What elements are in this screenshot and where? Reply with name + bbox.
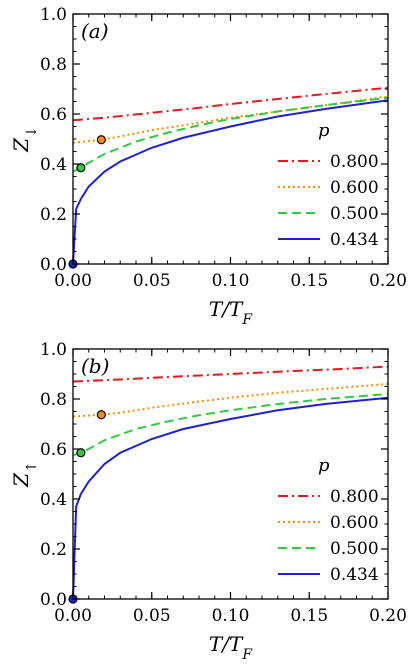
x-tick-label: 0.00 (54, 271, 92, 291)
x-tick-label: 0.00 (54, 606, 92, 626)
series-line-0.800 (72, 86, 389, 122)
x-tick-label: 0.20 (369, 606, 407, 626)
chart-panel-a: 0.00 0.05 0.10 0.15 0.20 0.0 0.2 0.4 0.6 0.8 1.0 (a… (9, 5, 407, 328)
legend: p0.800 0.600 0.500 0.434 (278, 455, 379, 585)
x-tick-label: 0.05 (133, 606, 171, 626)
x-axis-label: T/TF (209, 632, 253, 663)
y-tick-label: 0.8 (40, 390, 67, 410)
legend-title: p (318, 455, 330, 476)
x-tick-label: 0.15 (290, 271, 328, 291)
legend-label-0.800: 0.800 (330, 487, 379, 507)
y-tick-label: 0.2 (40, 540, 67, 560)
legend-label-0.600: 0.600 (330, 513, 379, 533)
panel-label: (b) (81, 354, 109, 378)
chart-panel-b: 0.00 0.05 0.10 0.15 0.20 0.0 0.2 0.4 0.6 0.8 1.0 (b… (9, 340, 407, 663)
legend-title: p (318, 120, 330, 141)
series-line-0.600 (72, 383, 389, 418)
axes-frame (72, 348, 389, 600)
legend: p0.800 0.600 0.500 0.434 (278, 120, 379, 250)
y-tick-label: 1.0 (40, 340, 67, 360)
x-tick-label: 0.10 (212, 271, 250, 291)
x-tick-label: 0.20 (369, 271, 407, 291)
x-tick-label: 0.05 (133, 271, 171, 291)
x-tick-label: 0.15 (290, 606, 328, 626)
series-line-0.800 (72, 365, 389, 383)
y-tick-label: 0.4 (40, 490, 67, 510)
y-axis-label: Z↓ (9, 126, 40, 153)
series-line-0.434 (72, 99, 389, 265)
y-tick-label: 0.0 (40, 255, 67, 275)
y-tick-label: 0.4 (40, 155, 67, 175)
y-tick-label: 0.8 (40, 55, 67, 75)
series-marker-0.600 (96, 410, 106, 420)
series-line-0.500 (72, 393, 389, 457)
legend-label-0.500: 0.500 (330, 539, 379, 559)
x-tick-label: 0.10 (212, 606, 250, 626)
legend-label-0.500: 0.500 (330, 204, 379, 224)
legend-label-0.800: 0.800 (330, 152, 379, 172)
legend-label-0.434: 0.434 (330, 565, 379, 585)
series-marker-0.500 (76, 163, 86, 173)
y-tick-label: 0.6 (40, 440, 67, 460)
y-tick-label: 0.6 (40, 105, 67, 125)
legend-label-0.600: 0.600 (330, 178, 379, 198)
axes-frame (72, 13, 389, 265)
panel-label: (a) (81, 19, 109, 43)
series-marker-0.600 (96, 135, 106, 145)
series-line-0.500 (72, 96, 389, 173)
series-line-0.600 (72, 95, 389, 144)
series-marker-0.500 (76, 448, 86, 458)
y-tick-label: 0.2 (40, 205, 67, 225)
y-tick-label: 1.0 (40, 5, 67, 25)
x-axis-label: T/TF (209, 297, 253, 328)
y-tick-label: 0.0 (40, 590, 67, 610)
legend-label-0.434: 0.434 (330, 230, 379, 250)
y-axis-label: Z↑ (9, 461, 40, 488)
series-line-0.434 (72, 396, 389, 600)
